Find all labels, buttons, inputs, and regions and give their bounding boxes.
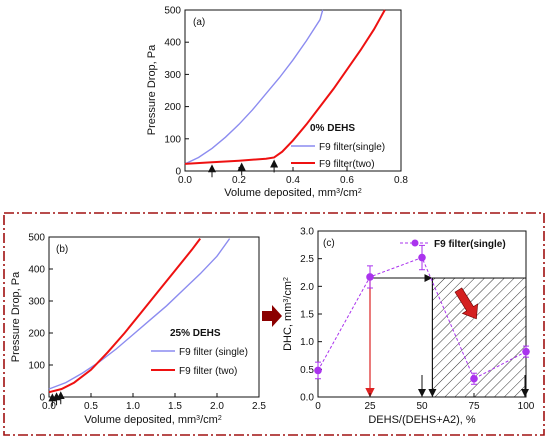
x-tick-label: 0 <box>315 401 321 412</box>
panel-b-annotation: 25% DEHS <box>170 328 221 339</box>
data-point <box>418 253 426 262</box>
panel-c: (c) 0 25 50 75 100 0.0 0.5 1.0 1.5 2.0 2.5 3.0 DEHS… <box>282 227 535 427</box>
x-tick-label: 0.4 <box>286 175 300 186</box>
panel-a-ylabel: Pressure Drop, Pa <box>146 44 158 135</box>
data-point <box>470 374 478 383</box>
y-tick-label: 400 <box>28 265 45 276</box>
y-tick-label: 100 <box>164 134 181 145</box>
legend-label-two: F9 filter(two) <box>319 159 375 170</box>
y-tick-label: 500 <box>164 6 181 17</box>
x-tick-label: 100 <box>518 401 535 412</box>
panel-a-annotation: 0% DEHS <box>310 123 355 134</box>
panel-b-legend: F9 filter (single) F9 filter (two) <box>151 347 248 377</box>
x-tick-label: 50 <box>416 401 428 412</box>
x-tick-label: 0.2 <box>232 175 246 186</box>
y-tick-label: 200 <box>164 102 181 113</box>
hatched-region <box>431 277 527 398</box>
panel-a-label: (a) <box>193 17 205 28</box>
series-line <box>184 9 386 165</box>
y-tick-label: 300 <box>164 70 181 81</box>
panel-a-xlabel: Volume deposited, mm3/cm2 <box>224 187 362 199</box>
trend-arrow-icon <box>454 287 479 320</box>
panel-b-label: (b) <box>56 244 68 255</box>
panel-b-plot-area <box>48 236 260 398</box>
x-tick-label: 0.6 <box>340 175 354 186</box>
data-point <box>366 273 374 281</box>
y-tick-label: 0 <box>175 167 181 178</box>
y-tick-label: 0.0 <box>300 393 314 404</box>
x-tick-label: 1.0 <box>126 401 140 412</box>
x-tick-label: 2.0 <box>210 401 224 412</box>
transition-arrow-icon <box>262 305 282 327</box>
panel-b: (b) 0.0 0.5 1.0 1.5 2.0 2.5 0 100 200 300 400 500 V… <box>10 233 266 427</box>
y-tick-label: 500 <box>28 233 45 244</box>
panel-b-xlabel: Volume deposited, mm3/cm2 <box>84 414 222 426</box>
y-tick-label: 200 <box>28 329 45 340</box>
y-tick-label: 0 <box>39 393 45 404</box>
x-tick-label: 0.0 <box>42 401 56 412</box>
panel-c-legend: F9 filter(single) <box>400 239 506 250</box>
panel-a-legend: F9 filter(single) F9 filter(two) <box>291 142 385 170</box>
y-tick-label: 2.0 <box>300 282 314 293</box>
series-line <box>48 238 201 394</box>
y-tick-label: 3.0 <box>300 227 314 238</box>
y-tick-label: 2.5 <box>300 254 314 265</box>
legend-marker <box>411 239 419 247</box>
y-tick-label: 300 <box>28 297 45 308</box>
y-tick-label: 1.5 <box>300 310 314 321</box>
y-tick-label: 100 <box>28 361 45 372</box>
panel-c-xlabel: DEHS/(DEHS+A2), % <box>368 414 475 426</box>
legend-label-two: F9 filter (two) <box>179 366 237 377</box>
x-tick-label: 0.5 <box>84 401 98 412</box>
legend-label-single: F9 filter (single) <box>179 347 248 358</box>
series-line <box>184 9 324 165</box>
panel-b-ylabel: Pressure Drop, Pa <box>10 271 22 362</box>
legend-label-single: F9 filter(single) <box>434 239 506 250</box>
x-tick-label: 0.0 <box>178 175 192 186</box>
legend-label-single: F9 filter(single) <box>319 142 385 153</box>
x-tick-label: 25 <box>364 401 376 412</box>
y-tick-label: 0.5 <box>300 365 314 376</box>
data-point <box>314 366 322 375</box>
x-tick-label: 1.5 <box>168 401 182 412</box>
y-tick-label: 1.0 <box>300 337 314 348</box>
data-point <box>522 347 530 356</box>
panel-c-label: (c) <box>323 238 335 249</box>
series-line <box>48 238 231 390</box>
x-tick-label: 0.8 <box>394 175 408 186</box>
panel-a: (a) 0.0 0.2 0.4 0.6 0.8 0 100 200 300 400 500 Volu… <box>146 6 408 200</box>
y-tick-label: 400 <box>164 38 181 49</box>
panel-group-frame <box>3 212 545 436</box>
x-tick-label: 75 <box>468 401 480 412</box>
x-tick-label: 2.5 <box>252 401 266 412</box>
panel-c-ylabel: DHC, mm3/cm2 <box>282 277 294 351</box>
